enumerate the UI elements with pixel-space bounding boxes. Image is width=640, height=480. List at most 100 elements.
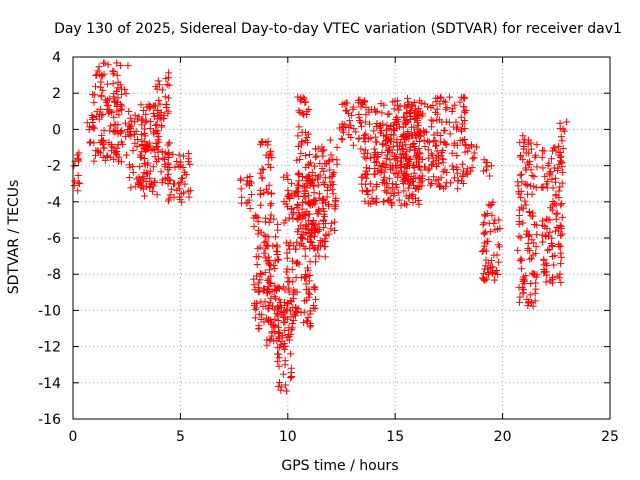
data-point [418,112,426,120]
data-point [155,96,163,104]
data-point [141,119,149,127]
data-point [551,252,559,260]
data-point [517,187,525,195]
data-point [436,183,444,191]
data-point [413,110,421,118]
y-tick-label: 0 [52,122,61,138]
data-point [311,200,319,208]
data-point [445,118,453,126]
data-point [288,319,296,327]
data-point [268,328,276,336]
data-point [89,124,97,132]
data-point [92,83,100,91]
data-point [360,134,368,142]
data-point [556,153,564,161]
data-point [517,265,525,273]
grid-lines [73,57,610,419]
data-point [297,221,305,229]
data-point [251,306,259,314]
data-point [414,121,422,129]
data-point [468,163,476,171]
data-point [281,345,289,353]
data-point [541,172,549,180]
data-point [159,154,167,162]
data-point [283,265,291,273]
data-point [310,283,318,291]
data-point [555,240,563,248]
data-point [480,219,488,227]
data-point [547,168,555,176]
data-point [442,140,450,148]
data-point [309,220,317,228]
data-point [319,238,327,246]
data-point [264,137,272,145]
data-point [404,94,412,102]
data-points [70,59,570,395]
data-point [406,155,414,163]
data-point [549,144,557,152]
data-point [492,266,500,274]
data-point [408,102,416,110]
data-point [90,99,98,107]
data-point [304,192,312,200]
data-point [373,153,381,161]
data-point [338,100,346,108]
data-point [460,94,468,102]
data-point [326,181,334,189]
data-point [284,300,292,308]
data-point [328,172,336,180]
data-point [424,146,432,154]
data-point [265,278,273,286]
data-point [147,146,155,154]
data-point [178,198,186,206]
data-point [168,185,176,193]
data-point [315,226,323,234]
data-point [310,302,318,310]
data-point [443,168,451,176]
cluster-c22 [478,198,504,284]
data-point [352,128,360,136]
data-point [272,247,280,255]
data-point [264,277,272,285]
data-point [261,254,269,262]
data-point [432,94,440,102]
data-point [313,152,321,160]
data-point [447,179,455,187]
data-point [137,153,145,161]
data-point [433,105,441,113]
data-point [287,364,295,372]
data-point [76,180,84,188]
data-point [252,253,260,261]
data-point [398,145,406,153]
data-point [308,179,316,187]
data-point [488,211,496,219]
data-point [381,187,389,195]
data-point [387,130,395,138]
data-point [320,210,328,218]
data-point [366,120,374,128]
data-point [113,151,121,159]
data-point [266,201,274,209]
data-point [370,127,378,135]
data-point [543,224,551,232]
data-point [306,271,314,279]
data-point [265,275,273,283]
data-point [107,141,115,149]
y-axis-label: SDTVAR / TECUs [6,180,22,295]
data-point [519,132,527,140]
data-point [281,286,289,294]
data-point [290,242,298,250]
data-point [302,280,310,288]
data-point [257,270,265,278]
data-point [265,181,273,189]
data-point [442,118,450,126]
data-point [543,215,551,223]
data-point [386,196,394,204]
data-point [425,154,433,162]
data-point [307,230,315,238]
data-point [275,378,283,386]
data-point [435,116,443,124]
data-point [255,287,263,295]
data-point [425,138,433,146]
data-point [439,168,447,176]
